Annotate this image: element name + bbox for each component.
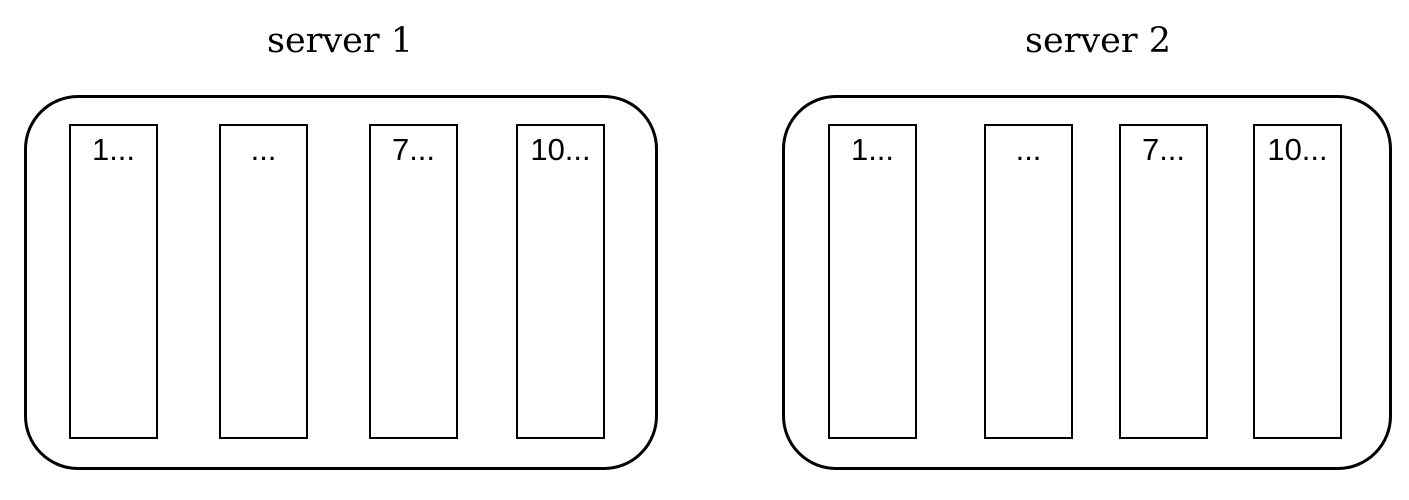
- slot-box: 7...: [369, 124, 458, 439]
- slot-box: 10...: [1253, 124, 1342, 439]
- slot-box: 1...: [828, 124, 917, 439]
- slot-box: 7...: [1119, 124, 1208, 439]
- slot-label: 10...: [530, 132, 591, 167]
- slot-label: 1...: [850, 132, 895, 167]
- slot-label: 7...: [1141, 132, 1186, 167]
- slot-box: 10...: [516, 124, 605, 439]
- slot-label: ...: [1015, 132, 1042, 167]
- slot-label: 7...: [391, 132, 436, 167]
- slot-box: ...: [984, 124, 1073, 439]
- slot-box: ...: [219, 124, 308, 439]
- slot-label: 10...: [1267, 132, 1328, 167]
- server-group-1: server 1 1... ... 7... 10...: [20, 0, 660, 500]
- server-title: server 2: [1024, 21, 1171, 61]
- slot-box: 1...: [69, 124, 158, 439]
- server-title: server 1: [266, 21, 413, 61]
- slot-label: 1...: [91, 132, 136, 167]
- server-group-2: server 2 1... ... 7... 10...: [778, 0, 1409, 500]
- slot-label: ...: [250, 132, 277, 167]
